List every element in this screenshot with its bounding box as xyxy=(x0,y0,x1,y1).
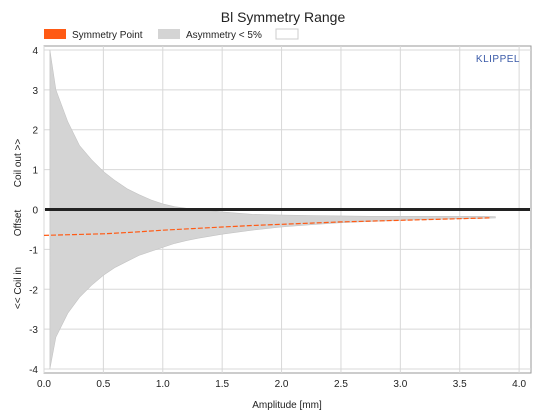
y-tick-label: 0 xyxy=(32,206,38,217)
x-tick-label: 0.5 xyxy=(96,379,110,390)
y-axis-label-coil-out: Coil out >> xyxy=(13,139,24,188)
x-tick-label: 4.0 xyxy=(512,379,526,390)
x-axis-label: Amplitude [mm] xyxy=(252,400,322,411)
y-tick-label: 2 xyxy=(32,126,38,137)
symmetry-point-line xyxy=(43,217,490,236)
x-tick-label: 0.0 xyxy=(37,379,51,390)
y-tick-label: 4 xyxy=(32,46,38,57)
legend: Symmetry Point Asymmetry < 5% xyxy=(44,28,299,41)
y-tick-label: -3 xyxy=(29,325,38,336)
klippel-watermark: KLIPPEL xyxy=(476,54,520,65)
y-axis-label-offset: Offset xyxy=(13,210,24,237)
legend-label-symmetry-point: Symmetry Point xyxy=(72,30,143,41)
x-tick-label: 1.5 xyxy=(215,379,229,390)
y-tick-label: 1 xyxy=(32,166,38,177)
y-tick-label: -1 xyxy=(29,245,38,256)
x-tick-label: 2.5 xyxy=(334,379,348,390)
y-tick-label: -4 xyxy=(29,365,38,376)
x-tick-label: 3.0 xyxy=(393,379,407,390)
legend-swatch-symmetry-point xyxy=(44,29,66,39)
legend-swatch-empty xyxy=(275,28,299,40)
legend-label-asymmetry: Asymmetry < 5% xyxy=(186,30,262,41)
legend-swatch-asymmetry xyxy=(158,29,180,39)
y-axis-label-coil-in: << Coil in xyxy=(13,267,24,309)
x-tick-label: 2.0 xyxy=(275,379,289,390)
x-tick-label: 3.5 xyxy=(453,379,467,390)
y-tick-label: -2 xyxy=(29,285,38,296)
y-tick-label: 3 xyxy=(32,86,38,97)
x-tick-label: 1.0 xyxy=(156,379,170,390)
symmetry-line-layer xyxy=(43,217,490,236)
y-axis-label: Coil out >> Offset << Coil in xyxy=(13,139,24,309)
y-tick-labels: 4 3 2 1 0 -1 -2 -3 -4 xyxy=(29,46,38,376)
chart-title: Bl Symmetry Range xyxy=(221,9,346,25)
x-tick-labels: 0.0 0.5 1.0 1.5 2.0 2.5 3.0 3.5 4.0 xyxy=(37,379,526,390)
